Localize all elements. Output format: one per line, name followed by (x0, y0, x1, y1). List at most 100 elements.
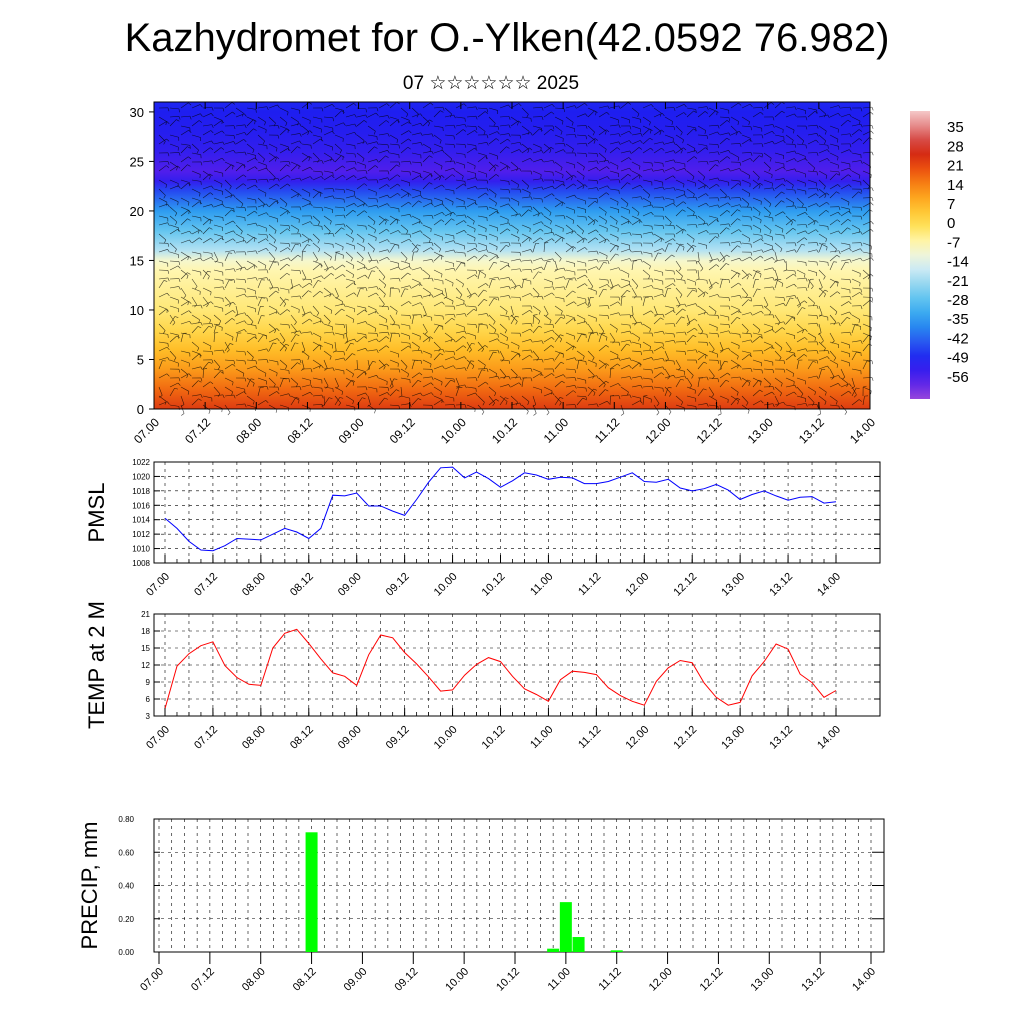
wind-barb (796, 386, 804, 394)
wind-barb (473, 308, 477, 312)
wind-barb (816, 171, 818, 176)
wind-barb (617, 201, 619, 206)
wind-barb (664, 141, 674, 145)
wind-barb (233, 141, 236, 145)
wind-barb (730, 397, 738, 406)
wind-barb (290, 116, 299, 123)
wind-barb (816, 375, 819, 380)
wind-barb (715, 236, 719, 239)
wind-barb (695, 359, 698, 364)
wind-barb (651, 163, 653, 167)
wind-barb (290, 243, 296, 253)
wind-barb (202, 404, 211, 411)
wind-barb (818, 114, 828, 118)
colorbar-label: 21 (947, 158, 964, 175)
wind-barb (387, 133, 390, 137)
wind-barb (559, 397, 564, 399)
wind-barb (759, 389, 763, 393)
wind-barb (202, 124, 212, 127)
wind-barb (178, 185, 181, 189)
wind-barb (279, 143, 289, 148)
wind-barb (431, 242, 434, 246)
wind-barb (213, 116, 223, 121)
wind-barb (824, 194, 827, 198)
wind-barb (312, 191, 320, 199)
wind-barb (312, 341, 322, 347)
wind-barb (257, 152, 265, 160)
y-tick-label: 1014 (132, 516, 150, 525)
wind-barb (664, 387, 669, 397)
wind-barb (768, 212, 771, 217)
wind-barb (640, 259, 643, 263)
wind-barb (774, 125, 784, 130)
wind-barb (323, 116, 333, 119)
wind-barb (213, 170, 223, 174)
wind-barb (202, 341, 212, 347)
wind-barb (565, 260, 575, 264)
wind-barb (829, 368, 835, 378)
wind-barb (334, 188, 345, 190)
wind-barb (453, 135, 455, 140)
wind-barb (796, 307, 803, 316)
x-tick-label: 08.00 (240, 966, 268, 994)
wind-barb (373, 221, 376, 225)
wind-barb (420, 123, 423, 127)
wind-barb (257, 368, 267, 374)
wind-barb (576, 224, 584, 232)
wind-barb (587, 314, 597, 319)
wind-barb (587, 278, 594, 287)
wind-barb (233, 194, 236, 198)
wind-barb (317, 221, 320, 226)
wind-barb (308, 156, 312, 159)
wind-barb (440, 254, 444, 257)
wind-barb (664, 254, 672, 262)
wind-barb (262, 158, 265, 163)
wind-barb (532, 143, 542, 148)
x-tick-label: 08.12 (288, 571, 316, 599)
wind-barb (224, 341, 230, 350)
wind-barb (409, 234, 412, 238)
wind-barb (609, 188, 619, 191)
wind-barb (229, 279, 233, 282)
x-tick-label: 10.12 (494, 966, 522, 994)
wind-barb (818, 179, 826, 187)
wind-barb (268, 328, 277, 334)
wind-barb (422, 259, 432, 262)
wind-barb (574, 404, 577, 408)
wind-barb (719, 279, 723, 289)
wind-barb (598, 288, 604, 298)
wind-barb (675, 194, 685, 199)
wind-barb (840, 113, 850, 118)
wind-barb (693, 156, 698, 159)
wind-barb (827, 158, 830, 162)
wind-barb (499, 133, 509, 136)
wind-barb (552, 258, 555, 263)
wind-barb (594, 219, 599, 222)
wind-barb (235, 139, 244, 145)
wind-barb (550, 229, 553, 233)
wind-barb (202, 395, 212, 399)
wind-barb (187, 146, 191, 149)
wind-barb (769, 311, 772, 316)
wind-barb (343, 324, 345, 329)
wind-barb (772, 403, 775, 407)
wind-barb (565, 390, 574, 397)
wind-barb (466, 224, 476, 230)
wind-barb (466, 305, 476, 308)
wind-barb (290, 397, 297, 406)
wind-barb (771, 174, 773, 179)
wind-barb (365, 287, 368, 292)
y-tick-label: 5 (137, 352, 144, 367)
wind-barb (158, 161, 169, 163)
wind-barb (198, 398, 202, 401)
wind-barb (510, 258, 520, 262)
wind-barb (533, 413, 537, 416)
wind-barb (187, 256, 189, 261)
wind-barb (708, 251, 713, 261)
wind-barb (702, 176, 706, 181)
wind-barb (307, 239, 310, 243)
wind-barb (796, 158, 806, 163)
wind-barb (299, 123, 302, 127)
wind-barb (158, 188, 166, 196)
wind-barb (331, 175, 335, 179)
